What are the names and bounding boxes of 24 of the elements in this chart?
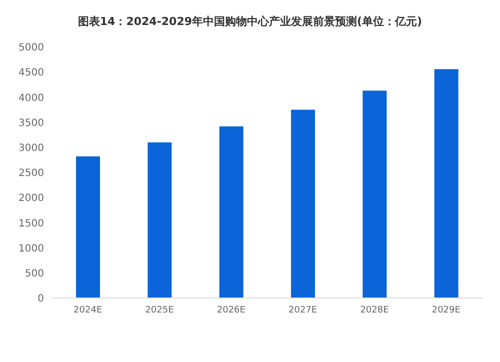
x-tick-label: 2024E [74, 305, 102, 316]
y-tick-label: 2500 [18, 168, 44, 180]
y-tick-label: 3500 [18, 118, 44, 129]
bar [362, 90, 387, 298]
y-tick-label: 1500 [18, 218, 44, 230]
x-tick-label: 2025E [145, 305, 174, 316]
y-tick-label: 4500 [18, 68, 44, 79]
y-tick-label: 1000 [18, 243, 44, 254]
bar [434, 69, 458, 298]
bar [76, 156, 100, 298]
x-tick-label: 2029E [432, 305, 461, 316]
bar [219, 126, 244, 298]
y-tick-label: 0 [38, 294, 44, 305]
y-tick-label: 3000 [18, 142, 44, 154]
y-tick-label: 2000 [18, 193, 44, 204]
y-tick-label: 500 [24, 268, 44, 280]
x-tick-label: 2026E [216, 305, 246, 316]
bar [148, 142, 172, 298]
y-tick-label: 5000 [18, 42, 44, 54]
x-tick-label: 2028E [360, 305, 390, 316]
y-tick-label: 4000 [18, 92, 44, 104]
bar [291, 110, 315, 298]
chart-title: 图表14：2024-2029年中国购物中心产业发展前景预测(单位：亿元) [76, 14, 424, 29]
x-tick-label: 2027E [288, 305, 318, 316]
